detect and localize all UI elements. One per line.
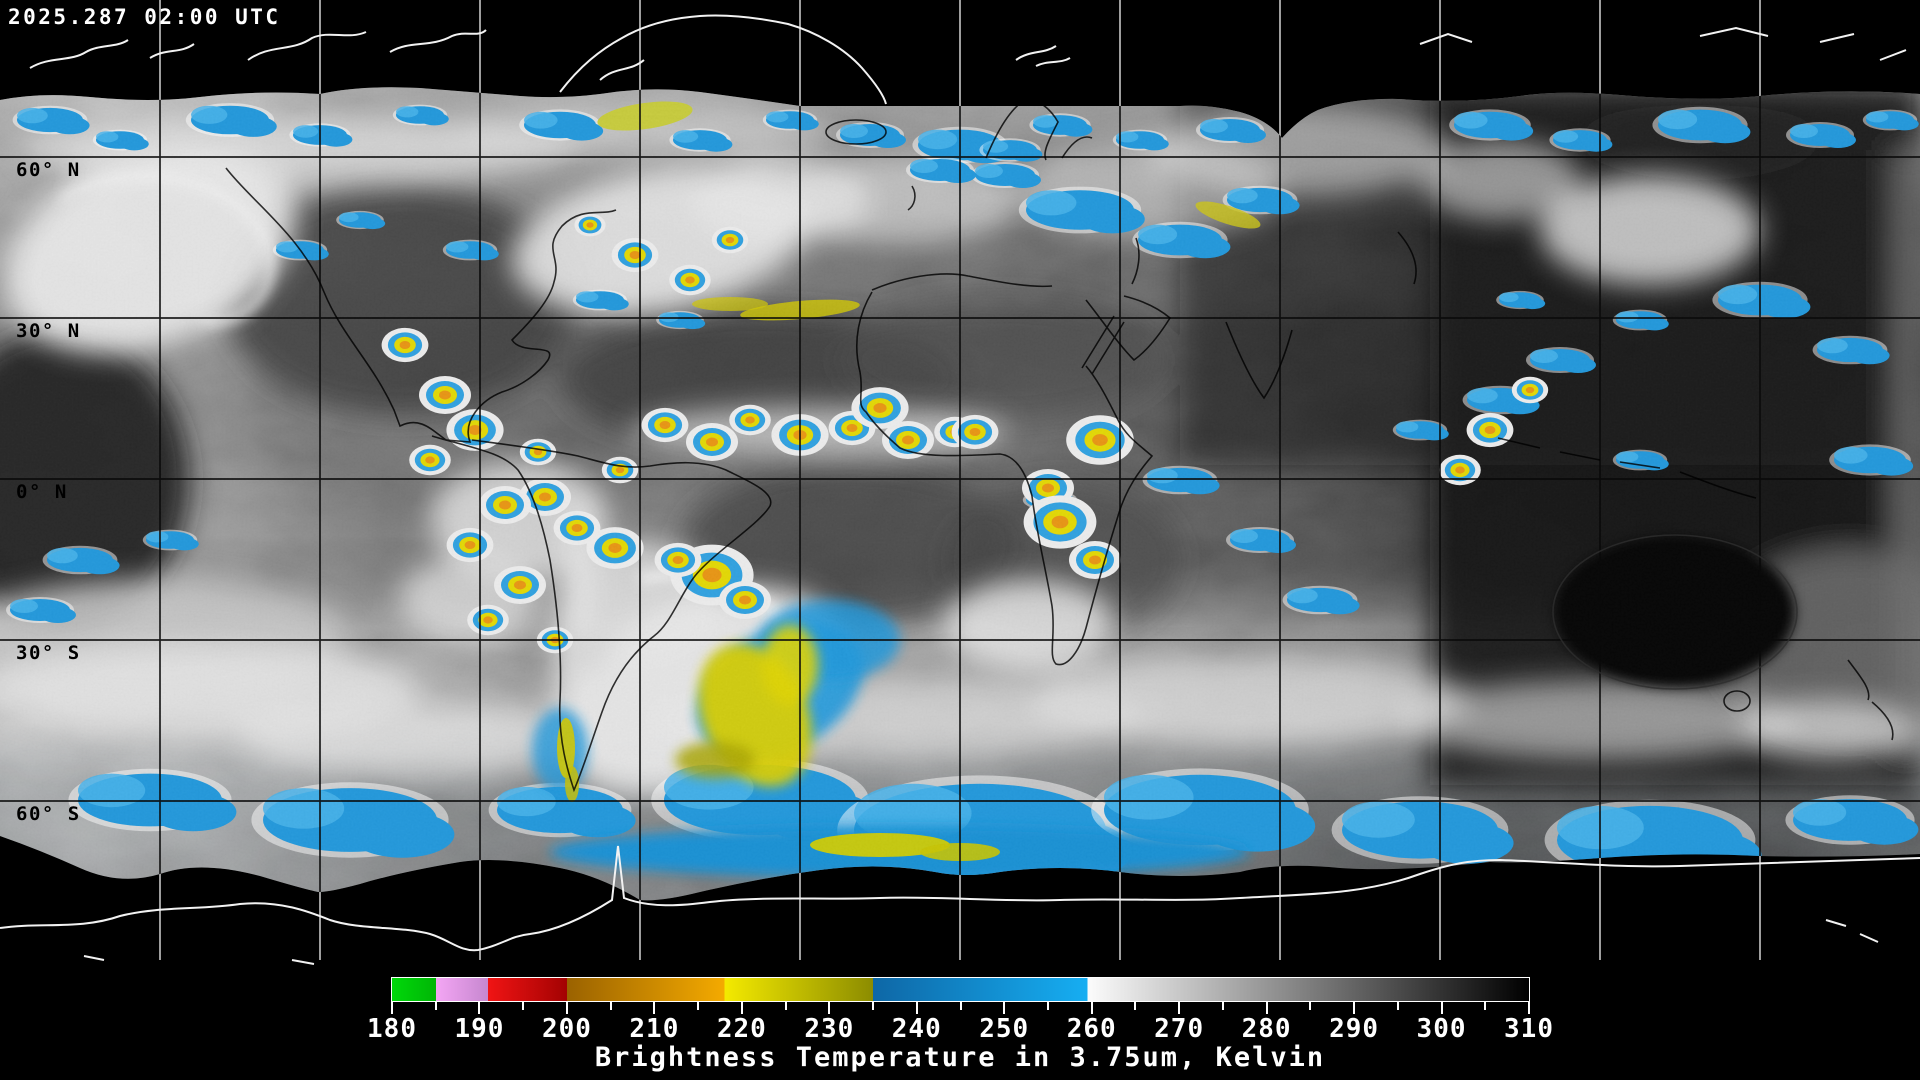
colorbar-tick-label: 290 <box>1329 1014 1380 1044</box>
colorbar-tick-label: 180 <box>367 1014 417 1044</box>
colorbar-tick-label: 210 <box>629 1014 680 1044</box>
colorbar-tick-label: 240 <box>891 1014 942 1044</box>
colorbar-tick-label: 310 <box>1504 1014 1554 1044</box>
colorbar-tick-label: 260 <box>1066 1014 1117 1044</box>
colorbar-tick <box>828 1002 831 1014</box>
colorbar-tick <box>1003 1002 1006 1014</box>
colorbar-tick <box>959 1002 962 1010</box>
colorbar-tick <box>522 1002 525 1010</box>
satellite-map <box>0 0 1920 977</box>
colorbar-tick-label: 190 <box>454 1014 505 1044</box>
colorbar-tick <box>653 1002 656 1014</box>
colorbar-ticks: 180 190 200 210 220 230 240 250 260 270 280 290 300 3… <box>0 1002 1920 1062</box>
colorbar-tick <box>1528 1002 1530 1014</box>
colorbar-tick-label: 200 <box>541 1014 592 1044</box>
colorbar <box>391 977 1530 1002</box>
antarctica-coastline <box>0 845 1920 952</box>
polar-coastlines <box>0 14 1920 965</box>
lat-label-30s: 30° S <box>16 642 81 664</box>
colorbar-tick-label: 300 <box>1416 1014 1467 1044</box>
colorbar-tick <box>915 1002 918 1014</box>
lat-label-60n: 60° N <box>16 159 81 181</box>
colorbar-tick <box>740 1002 743 1014</box>
colorbar-tick-label: 270 <box>1154 1014 1205 1044</box>
colorbar-title: Brightness Temperature in 3.75um, Kelvin <box>594 1042 1326 1073</box>
lat-label-0n: 0° N <box>16 481 68 503</box>
colorbar-tick <box>1353 1002 1356 1014</box>
colorbar-tick-label: 280 <box>1241 1014 1292 1044</box>
colorbar-tick <box>434 1002 437 1010</box>
colorbar-tick <box>609 1002 612 1010</box>
colorbar-tick <box>784 1002 787 1010</box>
colorbar-tick <box>1134 1002 1137 1010</box>
coastlines <box>225 99 1894 793</box>
colorbar-tick <box>565 1002 568 1014</box>
graticule-data <box>0 0 1920 977</box>
colorbar-tick <box>1090 1002 1093 1014</box>
colorbar-tick <box>1484 1002 1487 1010</box>
colorbar-tick <box>1396 1002 1399 1010</box>
colorbar-tick <box>1178 1002 1181 1014</box>
colorbar-tick-label: 230 <box>804 1014 855 1044</box>
colorbar-tick <box>1221 1002 1224 1010</box>
lat-label-60s: 60° S <box>16 803 81 825</box>
timestamp: 2025.287 02:00 UTC <box>8 5 281 29</box>
colorbar-tick <box>697 1002 700 1010</box>
colorbar-tick <box>1440 1002 1443 1014</box>
colorbar-tick-label: 250 <box>979 1014 1030 1044</box>
colorbar-tick <box>1265 1002 1268 1014</box>
colorbar-tick <box>391 1002 393 1014</box>
colorbar-tick <box>1046 1002 1049 1010</box>
colorbar-tick <box>478 1002 481 1014</box>
colorbar-tick <box>872 1002 875 1010</box>
colorbar-tick-label: 220 <box>716 1014 767 1044</box>
lat-label-30n: 30° N <box>16 320 81 342</box>
colorbar-tick <box>1309 1002 1312 1010</box>
